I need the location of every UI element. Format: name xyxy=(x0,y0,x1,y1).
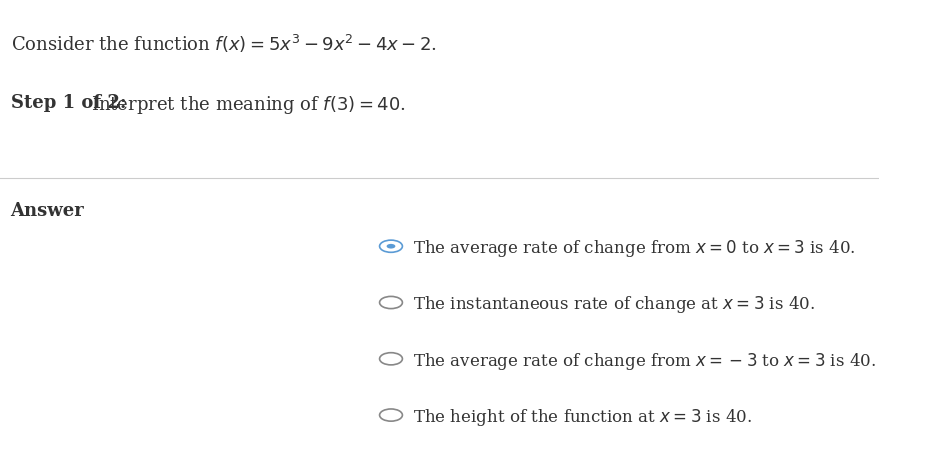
Text: The average rate of change from $x = 0$ to $x = 3$ is 40.: The average rate of change from $x = 0$ … xyxy=(413,238,856,259)
Text: Consider the function $f(x) = 5x^3 - 9x^2 - 4x - 2$.: Consider the function $f(x) = 5x^3 - 9x^… xyxy=(10,33,437,55)
Text: The instantaneous rate of change at $x = 3$ is 40.: The instantaneous rate of change at $x =… xyxy=(413,295,815,315)
Text: Answer: Answer xyxy=(10,202,85,219)
Text: The average rate of change from $x = -3$ to $x = 3$ is 40.: The average rate of change from $x = -3$… xyxy=(413,351,876,371)
Circle shape xyxy=(387,244,396,249)
Text: Interpret the meaning of $f(3) = 40$.: Interpret the meaning of $f(3) = 40$. xyxy=(91,94,406,116)
Text: The height of the function at $x = 3$ is 40.: The height of the function at $x = 3$ is… xyxy=(413,407,752,428)
Text: Step 1 of 2:: Step 1 of 2: xyxy=(10,94,132,112)
